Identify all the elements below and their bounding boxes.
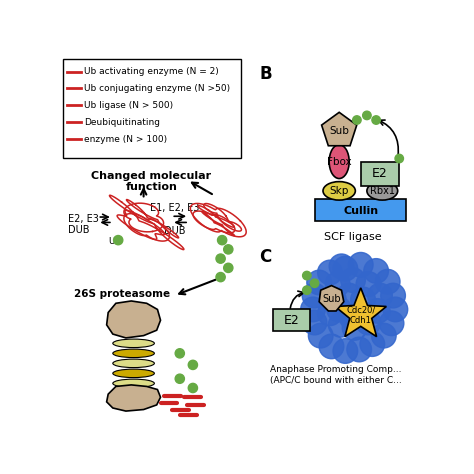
- Ellipse shape: [113, 369, 155, 378]
- Text: E2: E2: [372, 167, 388, 181]
- Circle shape: [319, 334, 344, 359]
- Circle shape: [175, 374, 184, 383]
- Circle shape: [372, 323, 396, 348]
- Circle shape: [339, 305, 364, 329]
- Text: 26S proteasome: 26S proteasome: [74, 289, 171, 299]
- Circle shape: [218, 236, 227, 245]
- Text: (APC/C bound with either C...: (APC/C bound with either C...: [270, 376, 402, 385]
- Text: Anaphase Promoting Comp...: Anaphase Promoting Comp...: [270, 365, 402, 374]
- Text: DUB: DUB: [68, 225, 90, 235]
- Circle shape: [114, 236, 123, 245]
- Polygon shape: [335, 288, 386, 337]
- FancyBboxPatch shape: [273, 310, 310, 331]
- Circle shape: [383, 297, 408, 322]
- Polygon shape: [321, 112, 357, 146]
- Text: Changed molecular
function: Changed molecular function: [91, 171, 211, 192]
- Circle shape: [321, 287, 346, 312]
- Circle shape: [216, 273, 225, 282]
- Text: enzyme (N > 100): enzyme (N > 100): [84, 135, 167, 144]
- Circle shape: [337, 283, 362, 308]
- Text: Cullin: Cullin: [343, 206, 378, 216]
- FancyBboxPatch shape: [361, 162, 399, 186]
- Circle shape: [333, 339, 358, 364]
- Ellipse shape: [113, 339, 155, 347]
- Circle shape: [175, 349, 184, 358]
- Text: SCF ligase: SCF ligase: [324, 232, 382, 242]
- Circle shape: [301, 297, 325, 322]
- Circle shape: [365, 299, 390, 323]
- Text: Ub: Ub: [108, 237, 120, 246]
- Text: Sub: Sub: [322, 294, 341, 304]
- Circle shape: [302, 271, 311, 280]
- Circle shape: [348, 253, 373, 277]
- Circle shape: [329, 254, 354, 279]
- FancyBboxPatch shape: [63, 59, 241, 158]
- Ellipse shape: [113, 359, 155, 367]
- Circle shape: [302, 283, 327, 308]
- Circle shape: [302, 310, 327, 335]
- Text: E2, E3: E2, E3: [68, 214, 99, 224]
- Text: E1, E2, E3: E1, E2, E3: [150, 203, 199, 213]
- Circle shape: [188, 383, 198, 392]
- Circle shape: [318, 301, 342, 326]
- Text: Fbox: Fbox: [327, 156, 352, 166]
- Text: Sub: Sub: [329, 126, 349, 136]
- Circle shape: [356, 272, 381, 296]
- Circle shape: [379, 311, 404, 336]
- Ellipse shape: [113, 379, 155, 388]
- Circle shape: [302, 286, 311, 294]
- Text: E2: E2: [283, 314, 299, 327]
- Circle shape: [381, 283, 405, 308]
- Circle shape: [307, 270, 331, 295]
- Ellipse shape: [323, 182, 356, 200]
- Circle shape: [364, 259, 389, 283]
- Ellipse shape: [367, 182, 398, 200]
- Circle shape: [318, 260, 342, 285]
- Circle shape: [342, 316, 367, 340]
- Text: Cdc20/
Cdh1: Cdc20/ Cdh1: [346, 305, 375, 325]
- Circle shape: [352, 302, 377, 327]
- Circle shape: [341, 268, 365, 292]
- Circle shape: [375, 269, 400, 294]
- Ellipse shape: [329, 145, 349, 179]
- Circle shape: [310, 279, 319, 288]
- Circle shape: [347, 337, 372, 362]
- FancyBboxPatch shape: [315, 200, 406, 221]
- Text: Rbx1: Rbx1: [370, 186, 395, 196]
- Circle shape: [395, 154, 403, 163]
- Text: Ub ligase (N > 500): Ub ligase (N > 500): [84, 101, 173, 110]
- Circle shape: [372, 116, 380, 124]
- Circle shape: [356, 310, 381, 335]
- Text: C: C: [259, 248, 271, 266]
- Circle shape: [351, 287, 375, 312]
- Polygon shape: [319, 285, 344, 311]
- Circle shape: [327, 297, 352, 322]
- Text: Skp: Skp: [329, 186, 349, 196]
- Circle shape: [360, 332, 384, 356]
- Circle shape: [328, 312, 353, 337]
- Circle shape: [353, 116, 361, 124]
- Circle shape: [309, 323, 333, 348]
- Text: DUB: DUB: [164, 226, 185, 236]
- Text: Ub activating enzyme (N = 2): Ub activating enzyme (N = 2): [84, 67, 219, 76]
- Circle shape: [325, 272, 350, 296]
- Circle shape: [224, 245, 233, 254]
- Circle shape: [368, 283, 392, 308]
- Text: Deubiquitinating: Deubiquitinating: [84, 118, 160, 127]
- Polygon shape: [107, 301, 161, 338]
- Circle shape: [188, 360, 198, 370]
- Circle shape: [363, 111, 371, 119]
- Text: Ub conjugating enzyme (N >50): Ub conjugating enzyme (N >50): [84, 84, 230, 93]
- Circle shape: [333, 256, 358, 281]
- Text: B: B: [259, 64, 272, 82]
- Circle shape: [216, 254, 225, 263]
- Circle shape: [224, 263, 233, 273]
- Ellipse shape: [113, 349, 155, 357]
- Polygon shape: [107, 385, 161, 411]
